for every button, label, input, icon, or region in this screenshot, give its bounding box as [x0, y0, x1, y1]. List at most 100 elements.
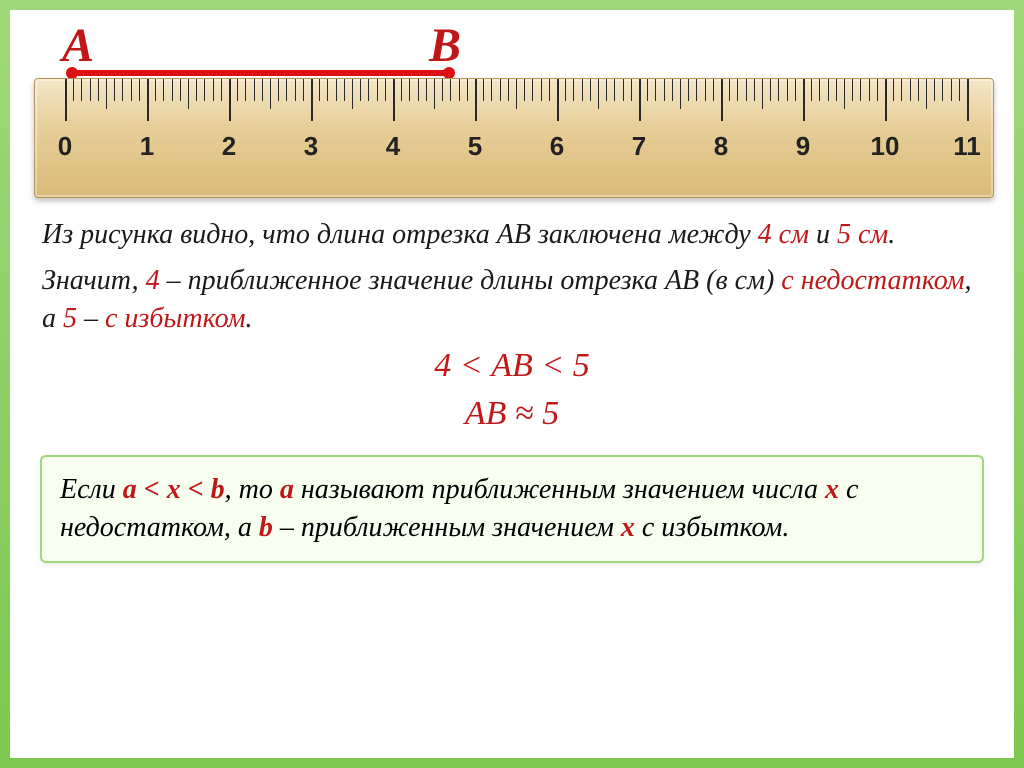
ruler-tick	[409, 79, 410, 101]
ruler-tick	[811, 79, 812, 101]
ruler-tick	[434, 79, 435, 109]
ruler-tick	[762, 79, 763, 109]
p2-text-e: .	[245, 303, 252, 334]
ruler-number: 1	[140, 131, 154, 162]
ruler-number: 8	[714, 131, 728, 162]
ruler-tick	[713, 79, 714, 101]
ruler-tick	[213, 79, 214, 101]
p1-val-2: 5 см	[837, 219, 888, 250]
ruler-tick	[573, 79, 574, 101]
ruler-tick	[270, 79, 271, 109]
ruler-tick	[836, 79, 837, 101]
ruler-tick	[106, 79, 107, 109]
ruler-tick	[393, 79, 395, 121]
ruler: 01234567891011	[34, 78, 994, 198]
ruler-tick	[73, 79, 74, 101]
ruler-tick	[311, 79, 313, 121]
ruler-tick	[951, 79, 952, 101]
ruler-tick	[327, 79, 328, 101]
ruler-tick	[262, 79, 263, 101]
math-line-1: 4 < АВ < 5	[34, 347, 990, 385]
ruler-tick	[483, 79, 484, 101]
ruler-tick	[942, 79, 943, 101]
ruler-tick	[221, 79, 222, 101]
ruler-container: 01234567891011	[34, 78, 994, 198]
ruler-tick	[565, 79, 566, 101]
ruler-tick	[729, 79, 730, 101]
ruler-tick	[336, 79, 337, 101]
point-a-label: А	[62, 18, 94, 73]
ruler-tick	[491, 79, 492, 101]
rule-t1: Если	[60, 474, 123, 505]
ruler-tick	[155, 79, 156, 101]
ruler-number: 9	[796, 131, 810, 162]
ruler-tick	[664, 79, 665, 101]
p2-val-2: с недостатком	[781, 265, 964, 296]
rule-t3: называют приближенным значением числа	[294, 474, 825, 505]
ruler-tick	[918, 79, 919, 101]
ruler-tick	[590, 79, 591, 101]
ruler-tick	[901, 79, 902, 101]
ruler-tick	[500, 79, 501, 101]
ruler-tick	[967, 79, 969, 121]
ruler-tick	[180, 79, 181, 101]
ruler-number: 2	[222, 131, 236, 162]
ruler-tick	[254, 79, 255, 101]
ruler-tick	[959, 79, 960, 101]
ruler-tick	[385, 79, 386, 101]
rule-a: a	[280, 474, 294, 505]
ruler-tick	[721, 79, 723, 121]
ruler-tick	[508, 79, 509, 101]
ruler-tick	[131, 79, 132, 101]
ruler-tick	[516, 79, 517, 109]
ruler-tick	[696, 79, 697, 101]
ruler-tick	[450, 79, 451, 101]
p1-text-a: Из рисунка видно, что длина отрезка АВ з…	[42, 219, 758, 250]
rule-x1: x	[825, 474, 839, 505]
ruler-tick	[418, 79, 419, 101]
p1-text-c: .	[888, 219, 895, 250]
ruler-tick	[631, 79, 632, 101]
ruler-number: 6	[550, 131, 564, 162]
rule-t5: – приближенным значением	[273, 512, 621, 543]
ruler-tick	[778, 79, 779, 101]
paragraph-2: Значит, 4 – приближенное значение длины …	[42, 262, 982, 338]
ruler-tick	[672, 79, 673, 101]
ruler-tick	[647, 79, 648, 101]
rule-t6: с избытком.	[635, 512, 789, 543]
ruler-tick	[360, 79, 361, 101]
ruler-tick	[278, 79, 279, 101]
ruler-tick	[746, 79, 747, 101]
rule-b: b	[259, 512, 273, 543]
ruler-tick	[81, 79, 82, 101]
rule-t2: , то	[225, 474, 280, 505]
ruler-tick	[172, 79, 173, 101]
ruler-tick	[541, 79, 542, 101]
ruler-tick	[705, 79, 706, 101]
ruler-tick	[286, 79, 287, 101]
p2-text-d: –	[77, 303, 105, 334]
ruler-tick	[344, 79, 345, 101]
ruler-tick	[869, 79, 870, 101]
ruler-tick	[688, 79, 689, 101]
math-line-2: АВ ≈ 5	[34, 395, 990, 433]
ruler-tick	[459, 79, 460, 101]
ruler-number: 4	[386, 131, 400, 162]
ruler-tick	[549, 79, 550, 101]
ruler-ticks	[35, 79, 993, 131]
ruler-tick	[582, 79, 583, 101]
point-b-label: В	[429, 18, 461, 73]
ruler-tick	[803, 79, 805, 121]
ruler-tick	[639, 79, 641, 121]
ruler-tick	[65, 79, 67, 121]
ruler-number: 3	[304, 131, 318, 162]
ruler-tick	[467, 79, 468, 101]
ruler-tick	[754, 79, 755, 101]
rule-ineq: a < x < b	[123, 474, 225, 505]
ruler-tick	[877, 79, 878, 101]
ruler-tick	[122, 79, 123, 101]
ruler-number: 5	[468, 131, 482, 162]
ruler-tick	[295, 79, 296, 101]
rule-box: Если a < x < b, то a называют приближенн…	[40, 455, 984, 563]
ruler-tick	[926, 79, 927, 109]
